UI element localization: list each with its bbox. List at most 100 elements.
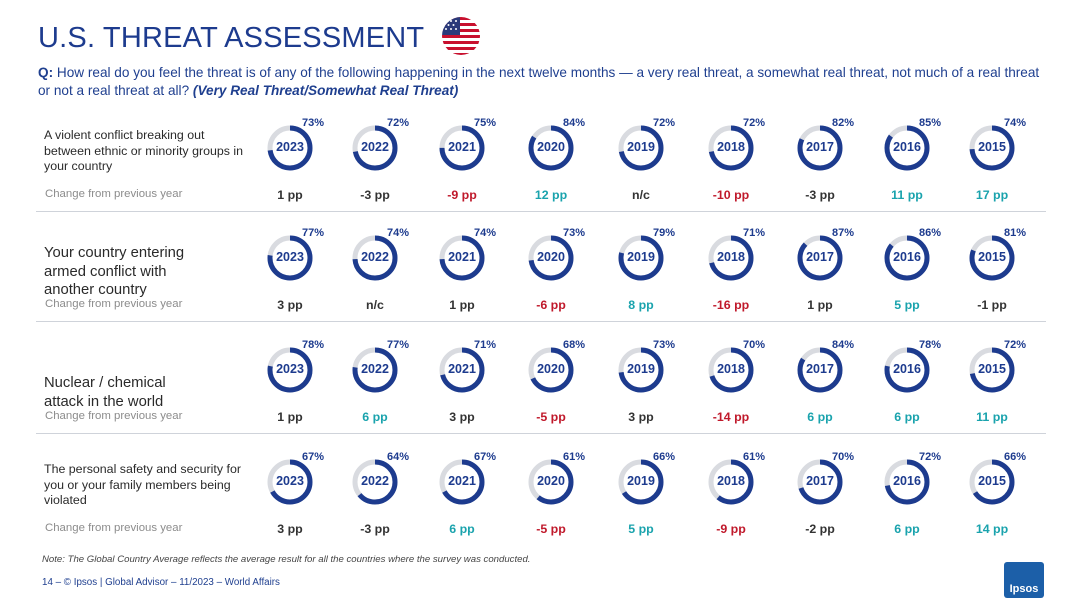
value-label: 74% (387, 227, 410, 239)
year-label: 2020 (537, 362, 565, 376)
change-row-label: Change from previous year (45, 298, 183, 310)
year-label: 2018 (717, 140, 745, 154)
donut-value-arc (797, 459, 843, 505)
year-label: 2023 (276, 250, 304, 264)
donut-value-arc (884, 347, 930, 393)
footnote: Note: The Global Country Average reflect… (42, 554, 531, 565)
value-label: 82% (832, 117, 855, 129)
donut-value-arc (969, 459, 1015, 505)
donut-2022: 2022 74% (351, 227, 409, 282)
change-value: 17 pp (975, 188, 1009, 202)
donut-value-arc (528, 125, 574, 171)
year-label: 2018 (717, 362, 745, 376)
value-label: 75% (474, 117, 497, 129)
change-value: 6 pp (894, 522, 920, 536)
value-label: 72% (1004, 339, 1027, 351)
change-value: 11 pp (891, 188, 923, 202)
value-label: 70% (743, 339, 766, 351)
change-value: 1 pp (277, 188, 303, 202)
year-label: 2015 (978, 140, 1006, 154)
change-value: -9 pp (716, 522, 746, 536)
donut-value-arc (267, 235, 313, 281)
donut-2021: 2021 71% (438, 339, 496, 394)
year-label: 2022 (361, 362, 389, 376)
question-text: How real do you feel the threat is of an… (38, 65, 1040, 98)
change-value: 3 pp (277, 522, 303, 536)
donut-value-arc (267, 347, 313, 393)
year-label: 2017 (806, 474, 834, 488)
row-divider (36, 433, 1046, 434)
donut-value-arc (528, 347, 574, 393)
value-label: 81% (1004, 227, 1027, 239)
value-label: 73% (302, 117, 325, 129)
value-label: 74% (1004, 117, 1027, 129)
change-row-label: Change from previous year (45, 410, 183, 422)
value-label: 61% (743, 451, 766, 463)
row-label: Nuclear / chemical attack in the world (44, 375, 166, 410)
year-label: 2016 (893, 250, 921, 264)
year-label: 2019 (627, 362, 655, 376)
donut-value-arc (352, 125, 398, 171)
year-label: 2023 (276, 474, 304, 488)
year-label: 2023 (276, 140, 304, 154)
donut-2017: 2017 70% (796, 451, 854, 506)
change-value: -5 pp (536, 522, 566, 536)
year-label: 2015 (978, 362, 1006, 376)
year-label: 2015 (978, 474, 1006, 488)
donut-2018: 2018 72% (707, 117, 765, 172)
change-value: 3 pp (277, 298, 303, 312)
donut-2023: 2023 67% (266, 451, 324, 506)
donut-2019: 2019 73% (617, 339, 675, 394)
change-value: 1 pp (449, 298, 475, 312)
row-label: A violent conflict breaking out between … (44, 128, 244, 173)
footer-source: 14 – © Ipsos | Global Advisor – 11/2023 … (42, 577, 280, 588)
donut-value-arc (969, 235, 1015, 281)
donut-2020: 2020 84% (527, 117, 585, 172)
donut-2020: 2020 61% (527, 451, 585, 506)
value-label: 79% (653, 227, 676, 239)
change-value: -1 pp (977, 298, 1007, 312)
year-label: 2022 (361, 140, 389, 154)
value-label: 72% (919, 451, 942, 463)
ipsos-logo: Ipsos (1004, 562, 1044, 598)
value-label: 68% (563, 339, 586, 351)
value-label: 67% (474, 451, 497, 463)
donut-value-arc (797, 235, 843, 281)
donut-2015: 2015 72% (968, 339, 1026, 394)
value-label: 71% (474, 339, 497, 351)
value-label: 77% (302, 227, 325, 239)
donut-2023: 2023 73% (266, 117, 324, 172)
donut-2018: 2018 61% (707, 451, 765, 506)
change-value: -16 pp (712, 298, 750, 312)
donut-value-arc (969, 347, 1015, 393)
change-value: -3 pp (360, 522, 390, 536)
value-label: 73% (653, 339, 676, 351)
change-value: -2 pp (805, 522, 835, 536)
change-value: 1 pp (277, 410, 303, 424)
donut-value-arc (267, 125, 313, 171)
donut-2016: 2016 86% (883, 227, 941, 282)
change-value: -6 pp (536, 298, 566, 312)
donut-2018: 2018 71% (707, 227, 765, 282)
donut-2021: 2021 67% (438, 451, 496, 506)
value-label: 86% (919, 227, 942, 239)
year-label: 2019 (627, 140, 655, 154)
change-value: 1 pp (807, 298, 833, 312)
change-value: -5 pp (536, 410, 566, 424)
donut-value-arc (528, 235, 574, 281)
question-prefix: Q: (38, 65, 54, 80)
value-label: 70% (832, 451, 855, 463)
donut-2022: 2022 77% (351, 339, 409, 394)
donut-2020: 2020 68% (527, 339, 585, 394)
year-label: 2020 (537, 474, 565, 488)
year-label: 2020 (537, 140, 565, 154)
donut-value-arc (439, 235, 485, 281)
value-label: 67% (302, 451, 325, 463)
donut-value-arc (969, 125, 1015, 171)
donut-2022: 2022 72% (351, 117, 409, 172)
year-label: 2017 (806, 362, 834, 376)
value-label: 73% (563, 227, 586, 239)
change-value: 3 pp (628, 410, 654, 424)
donut-2023: 2023 78% (266, 339, 324, 394)
change-value: 6 pp (362, 410, 388, 424)
